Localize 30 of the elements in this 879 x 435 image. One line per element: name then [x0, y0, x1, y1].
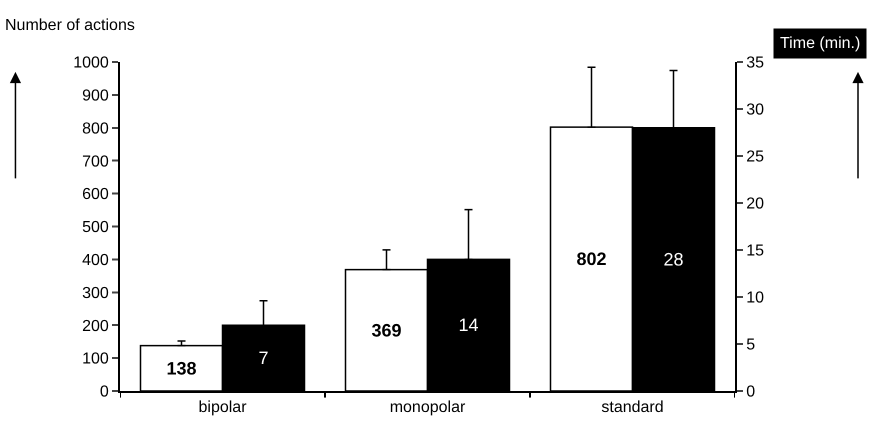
- y-tick-label: 200: [82, 318, 109, 335]
- y2-tick-label: 25: [746, 148, 764, 166]
- data-label: 802: [576, 249, 607, 270]
- y2-tick-label: 0: [746, 384, 756, 401]
- x-tick-label: monopolar: [390, 399, 466, 416]
- y-tick-label: 1000: [73, 54, 109, 72]
- y2-tick-label: 30: [746, 102, 764, 119]
- y-tick-label: 100: [82, 350, 109, 368]
- data-label: 7: [258, 348, 269, 368]
- y2-tick-label: 10: [746, 290, 764, 307]
- y-tick-label: 300: [82, 284, 109, 302]
- data-label: 138: [166, 358, 197, 378]
- y-axis-title: Number of actions: [5, 17, 135, 34]
- y-tick-label: 600: [82, 186, 109, 204]
- x-tick-label: bipolar: [198, 399, 248, 416]
- y-tick-label: 900: [82, 88, 109, 104]
- y-tick-label: 400: [82, 252, 109, 269]
- data-label: 28: [663, 249, 684, 270]
- y-tick-label: 800: [82, 120, 109, 138]
- y-tick-label: 500: [82, 219, 109, 236]
- y2-axis-title: Time (min.): [780, 35, 860, 52]
- y-tick-label: 0: [100, 384, 109, 401]
- y2-tick-label: 15: [746, 242, 764, 260]
- data-label: 369: [371, 320, 402, 340]
- y2-tick-label: 35: [746, 54, 764, 72]
- x-tick-label: standard: [601, 399, 664, 416]
- y2-tick-label: 5: [746, 336, 756, 354]
- data-label: 14: [458, 315, 479, 336]
- y2-tick-label: 20: [746, 196, 764, 213]
- y-tick-label: 700: [82, 153, 109, 170]
